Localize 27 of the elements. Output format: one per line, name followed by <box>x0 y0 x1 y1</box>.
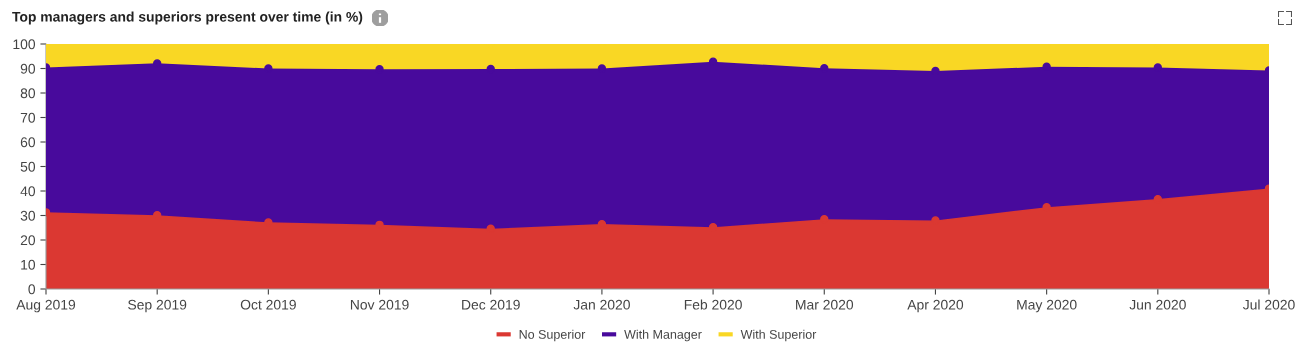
x-tick-label: Dec 2019 <box>462 299 520 310</box>
x-tick-label: Apr 2020 <box>907 299 964 313</box>
y-tick-label: 70 <box>20 112 36 123</box>
y-tick-label: 90 <box>20 63 36 74</box>
x-tick-label: Feb 2020 <box>684 299 742 310</box>
x-tick-label: Oct 2019 <box>240 299 296 310</box>
y-tick-label: 20 <box>20 235 36 246</box>
legend-label: With Manager <box>624 329 702 342</box>
x-tick-label: Jul 2020 <box>1242 299 1295 310</box>
x-tick-label: Nov 2019 <box>350 299 409 310</box>
x-tick-label: Sep 2019 <box>128 299 187 313</box>
y-tick-label: 10 <box>21 259 36 270</box>
y-tick-label: 40 <box>20 186 36 197</box>
y-tick-label: 80 <box>20 88 36 99</box>
x-tick-label: Mar 2020 <box>796 299 854 310</box>
y-tick-label: 30 <box>20 210 36 221</box>
y-tick-label: 50 <box>20 161 36 172</box>
legend-label: With Superior <box>740 329 817 342</box>
x-tick-label: Aug 2019 <box>16 299 76 313</box>
y-tick-label: 100 <box>13 39 36 50</box>
y-tick-label: 0 <box>28 284 36 295</box>
y-tick-label: 60 <box>20 137 36 148</box>
chart-title: Top managers and superiors present over time (in %) <box>12 11 363 25</box>
legend-label: No Superior <box>519 329 586 342</box>
x-tick-label: May 2020 <box>1017 299 1077 313</box>
x-tick-label: Jan 2020 <box>573 299 630 310</box>
x-tick-label: Jun 2020 <box>1129 299 1186 310</box>
